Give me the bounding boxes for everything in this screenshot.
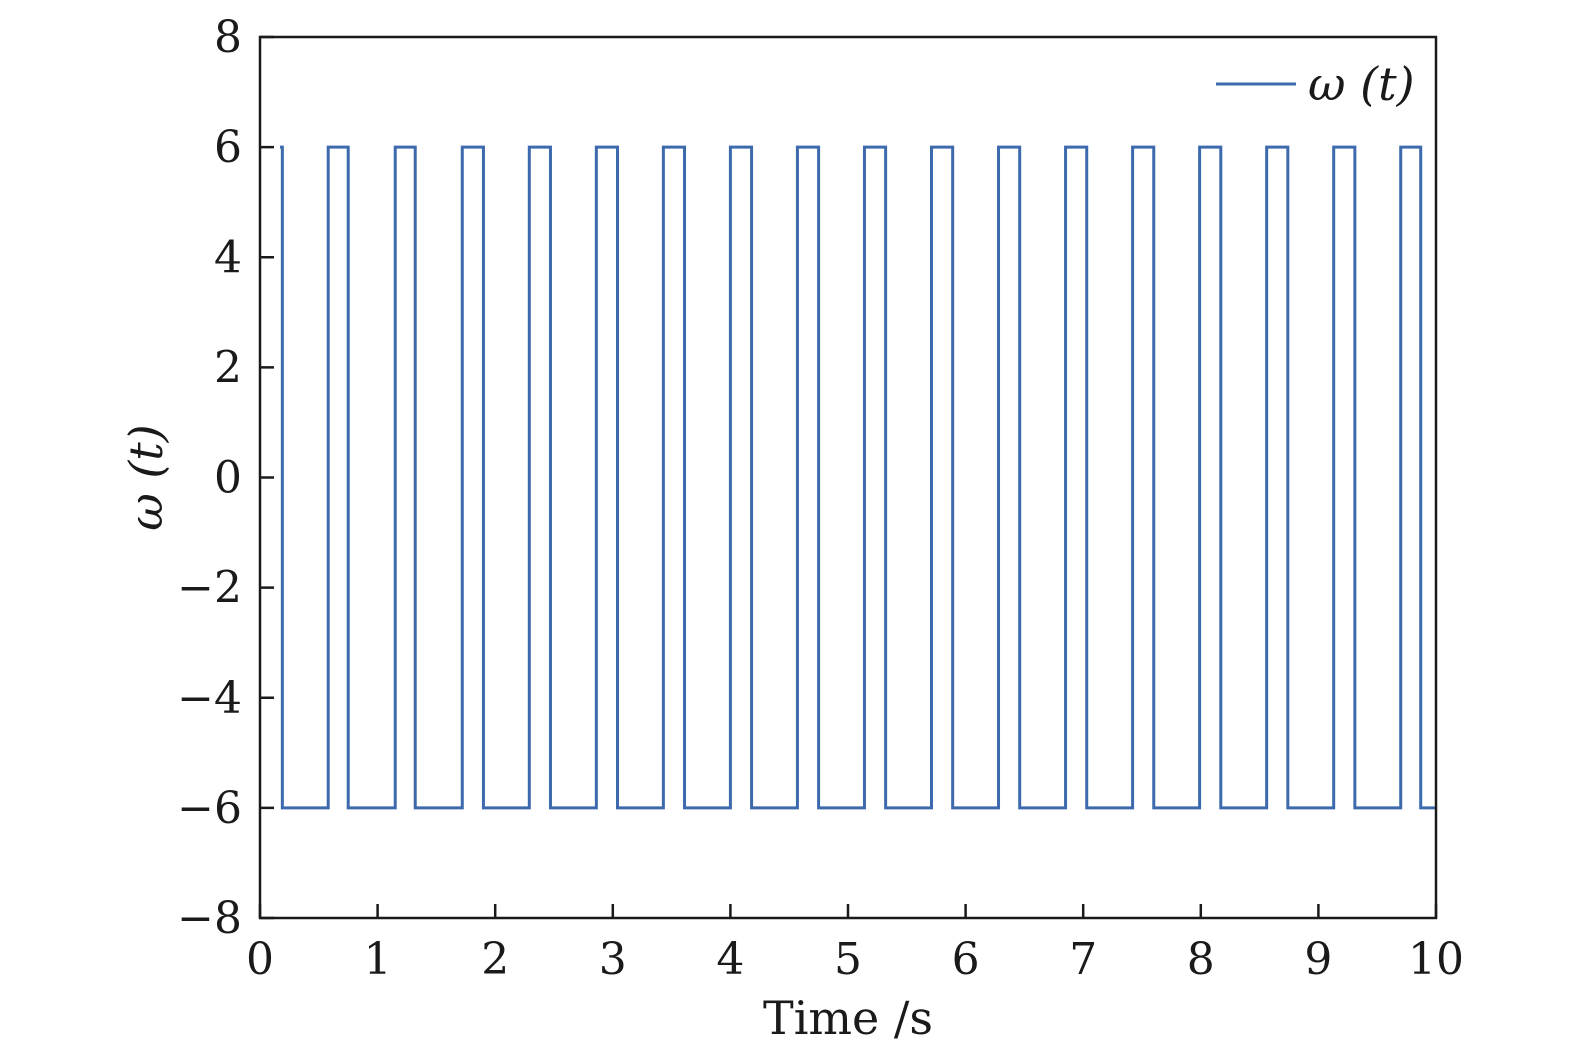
plot-frame	[258, 35, 1438, 920]
y-tick-label: −4	[177, 673, 242, 724]
y-tick-label: 4	[214, 232, 242, 283]
x-tick-label: 1	[364, 934, 392, 985]
y-tick-label: 6	[214, 122, 242, 173]
plot-area	[258, 35, 1438, 920]
x-tick-label: 2	[481, 934, 509, 985]
y-tick-label: 0	[214, 453, 242, 504]
x-tick-label: 4	[716, 934, 744, 985]
y-tick-label: −6	[177, 783, 242, 834]
y-tick-label: 2	[214, 342, 242, 393]
legend-label: ω (t)	[1308, 57, 1415, 111]
y-tick-label: 8	[214, 12, 242, 63]
y-axis-ticks: 8 6 4 2 0 −2 −4 −6 −8	[177, 12, 274, 944]
legend: ω (t)	[1216, 57, 1415, 111]
x-tick-label: 8	[1187, 934, 1215, 985]
x-tick-label: 7	[1069, 934, 1097, 985]
x-tick-label: 10	[1408, 934, 1464, 985]
x-tick-label: 3	[599, 934, 627, 985]
x-tick-label: 5	[834, 934, 862, 985]
x-tick-label: 6	[952, 934, 980, 985]
x-tick-label: 0	[246, 934, 274, 985]
x-tick-label: 9	[1304, 934, 1332, 985]
y-tick-label: −2	[177, 563, 242, 614]
x-axis-ticks: 0 1 2 3 4 5 6 7 8 9 10	[246, 904, 1464, 985]
series-line-omega	[279, 145, 1436, 810]
x-axis-label: Time /s	[763, 991, 933, 1045]
y-axis-label: ω (t)	[119, 424, 173, 531]
y-tick-label: −8	[177, 893, 242, 944]
